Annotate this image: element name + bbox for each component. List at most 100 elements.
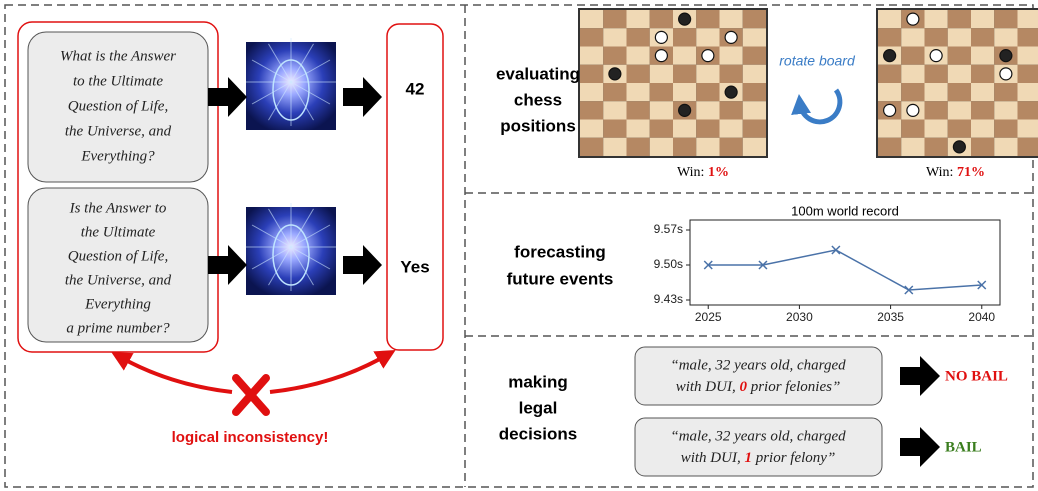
square <box>673 47 696 65</box>
chess-boards <box>578 8 1038 158</box>
piece <box>679 104 691 116</box>
row-label: making <box>508 372 568 391</box>
plot-frame <box>690 220 1000 305</box>
piece <box>725 86 737 98</box>
square <box>925 28 948 46</box>
question-line: the Universe, and <box>65 272 172 288</box>
square <box>603 120 626 138</box>
x-tick-label: 2025 <box>695 310 722 324</box>
square <box>720 10 743 28</box>
square <box>696 120 719 138</box>
outcome: NO BAIL <box>945 368 1008 384</box>
x-tick-label: 2035 <box>877 310 904 324</box>
square <box>925 101 948 119</box>
square <box>971 47 994 65</box>
piece <box>1000 50 1012 62</box>
square <box>650 138 673 156</box>
answer: Yes <box>400 257 429 276</box>
square <box>878 10 901 28</box>
square <box>650 101 673 119</box>
square <box>650 65 673 83</box>
square <box>673 65 696 83</box>
square <box>1018 120 1038 138</box>
case-text: “male, 32 years old, charged <box>670 428 846 444</box>
square <box>971 101 994 119</box>
row-label: future events <box>507 269 614 288</box>
square <box>948 28 971 46</box>
square <box>603 10 626 28</box>
square <box>673 120 696 138</box>
question-line: Everything <box>84 296 151 312</box>
square <box>696 101 719 119</box>
piece <box>953 141 965 153</box>
arrow <box>900 356 940 396</box>
question-line: Question of Life, <box>68 98 168 114</box>
square <box>878 138 901 156</box>
cross <box>236 378 266 412</box>
row-label: chess <box>514 90 562 109</box>
square <box>650 10 673 28</box>
square <box>971 10 994 28</box>
win-label: Win: 1% <box>677 165 729 180</box>
square <box>925 10 948 28</box>
square <box>603 101 626 119</box>
row-label: decisions <box>499 424 577 443</box>
square <box>994 10 1017 28</box>
square <box>627 10 650 28</box>
square <box>925 83 948 101</box>
square <box>743 101 766 119</box>
square <box>627 65 650 83</box>
square <box>948 10 971 28</box>
square <box>1018 47 1038 65</box>
arrow <box>208 77 247 117</box>
square <box>580 83 603 101</box>
square <box>673 28 696 46</box>
case-text: with DUI, 0 prior felonies” <box>676 379 841 395</box>
x-tick-label: 2030 <box>786 310 813 324</box>
question-line: Is the Answer to <box>69 200 167 216</box>
arrow <box>343 245 382 285</box>
square <box>650 83 673 101</box>
inconsistency-label: logical inconsistency! <box>172 429 329 446</box>
question-line: the Universe, and <box>65 123 172 139</box>
square <box>673 83 696 101</box>
question-line: a prime number? <box>66 320 170 336</box>
piece <box>1000 68 1012 80</box>
square <box>901 47 924 65</box>
square <box>743 28 766 46</box>
case-part: prior felony” <box>752 450 835 466</box>
square <box>948 65 971 83</box>
line <box>708 250 982 290</box>
case-count: 1 <box>744 450 752 466</box>
case-box <box>635 418 882 476</box>
brain-images <box>246 38 336 295</box>
square <box>1018 83 1038 101</box>
square <box>696 65 719 83</box>
x-tick-label: 2040 <box>968 310 995 324</box>
row-label: positions <box>500 116 576 135</box>
square <box>948 83 971 101</box>
piece <box>884 50 896 62</box>
piece <box>702 50 714 62</box>
square <box>971 83 994 101</box>
arrow <box>900 427 940 467</box>
chart-title: 100m world record <box>791 203 899 218</box>
square <box>971 138 994 156</box>
answer: 42 <box>406 79 425 98</box>
square <box>627 28 650 46</box>
square <box>580 47 603 65</box>
square <box>1018 65 1038 83</box>
square <box>627 101 650 119</box>
square <box>603 83 626 101</box>
piece <box>907 104 919 116</box>
square <box>603 138 626 156</box>
arrow <box>208 245 247 285</box>
square <box>720 47 743 65</box>
square <box>948 101 971 119</box>
answer-group <box>387 24 443 350</box>
square <box>901 28 924 46</box>
red-arrow <box>120 357 232 392</box>
square <box>948 47 971 65</box>
square <box>901 138 924 156</box>
square <box>696 138 719 156</box>
